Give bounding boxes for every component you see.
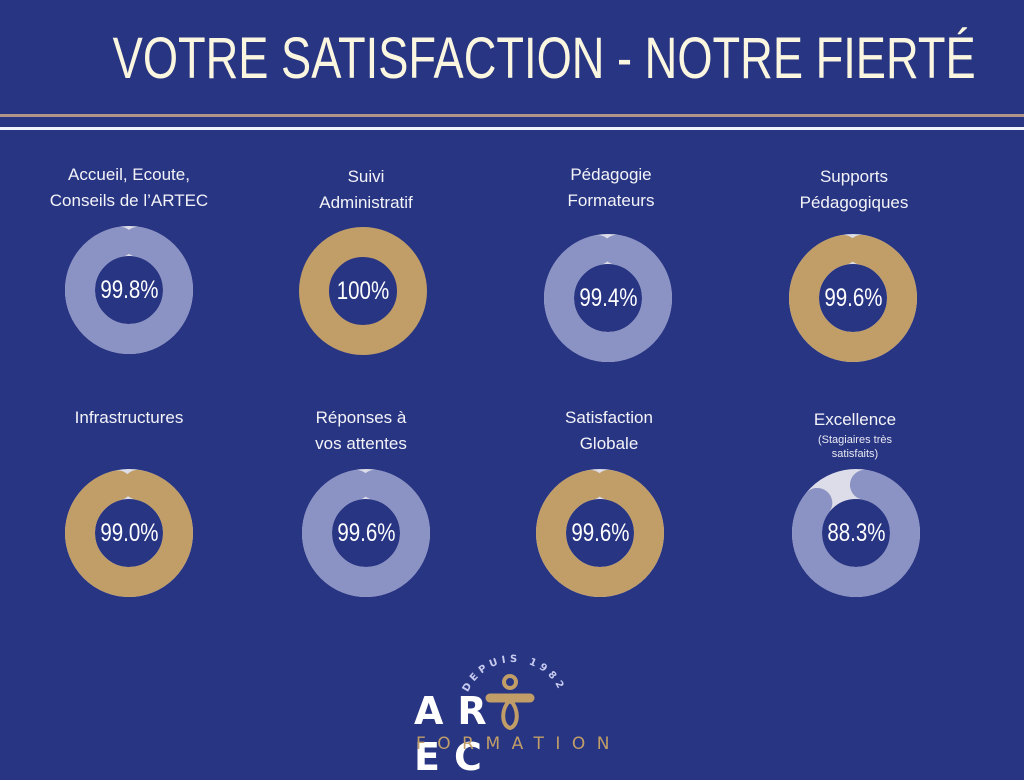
card-label: Suivi Administratif [319,167,413,212]
divider-tan [0,114,1024,117]
donut-ring [789,234,917,362]
card-label: Accueil, Ecoute, Conseils de l’ARTEC [49,165,209,210]
artec-logo: DEPUIS 1982 AREC FORMATION [402,642,622,779]
donut-ring [65,226,193,354]
artec-figure-t-icon [485,674,535,731]
card-label: Réponses à vos attentes [315,408,407,453]
donut-value: 99.6% [570,519,630,547]
donut-ring [792,469,920,597]
logo-graphic: DEPUIS 1982 [461,654,563,731]
donut-value: 99.6% [336,519,396,547]
donut-ring [536,469,664,597]
card-label: Excellence [813,410,897,429]
card-label: Infrastructures [74,408,184,427]
divider-white [0,127,1024,130]
card-label: Pédagogie Formateurs [567,165,655,210]
donut-value: 99.4% [578,284,638,312]
donut-gauge: 100% [298,226,428,356]
donut-ring [302,469,430,597]
donut-ring [544,234,672,362]
card-label: Satisfaction Globale [565,408,653,453]
donut-ring [65,469,193,597]
donut-value: 99.6% [823,284,883,312]
card-label: Supports Pédagogiques [799,167,909,212]
donut-gauge: 99.6% [788,233,918,363]
page-title: VOTRE SATISFACTION - NOTRE FIERTÉ [112,26,976,91]
donut-gauge: 99.6% [535,468,665,598]
donut-value: 99.0% [99,519,159,547]
donut-value: 100% [336,277,390,305]
logo-subtitle: FORMATION [416,734,621,754]
donut-value: 88.3% [826,519,886,547]
logo-word-left: AR [414,689,501,733]
donut-gauge: 99.6% [301,468,431,598]
donut-ring [299,227,427,355]
donut-gauge: 88.3% [791,468,921,598]
donut-gauge: 99.8% [64,225,194,355]
donut-gauge: 99.0% [64,468,194,598]
donut-gauge: 99.4% [543,233,673,363]
donut-value: 99.8% [99,276,159,304]
card-sublabel: (Stagiaires très satisfaits) [818,434,892,460]
